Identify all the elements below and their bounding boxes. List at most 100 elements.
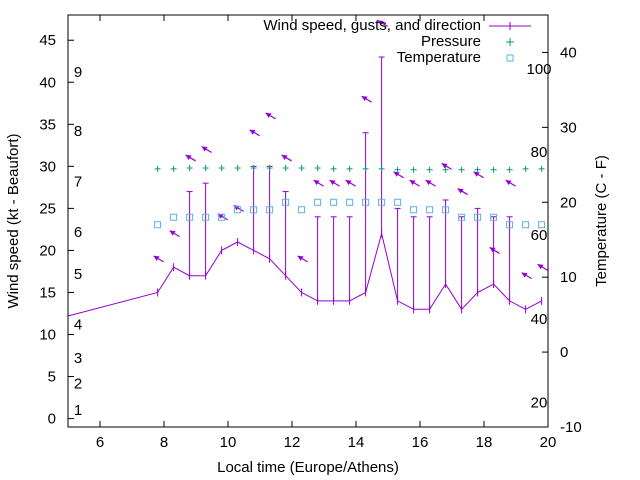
- temperature-point: [218, 213, 226, 221]
- temperature-point: [490, 213, 498, 221]
- y-tick-label: 40: [39, 74, 56, 91]
- wind-direction-arrow: [441, 162, 452, 170]
- y2-tick-label: 10: [560, 269, 577, 286]
- wind-direction-arrow: [329, 179, 340, 187]
- arrow-head: [473, 171, 480, 177]
- temperature-point: [186, 213, 194, 221]
- arrow-head: [505, 180, 512, 186]
- pressure-point: [490, 166, 497, 173]
- pressure-point: [250, 165, 257, 172]
- wind-direction-arrow: [345, 179, 356, 187]
- x-tick-label: 12: [284, 434, 301, 451]
- arrow-head: [377, 20, 384, 26]
- legend-temperature-swatch: [506, 54, 514, 62]
- wind-direction-arrow: [489, 246, 500, 254]
- pressure-point: [218, 165, 225, 172]
- wind-direction-arrow: [409, 179, 420, 187]
- temperature-point: [442, 206, 450, 214]
- wind-direction-arrow: [313, 179, 324, 187]
- arrow-head: [457, 188, 464, 194]
- temperature-point: [362, 198, 370, 206]
- y-tick-label: 30: [39, 158, 56, 175]
- temperature-point: [330, 198, 338, 206]
- wind-direction-arrow: [457, 188, 468, 196]
- x-tick-label: 16: [412, 434, 429, 451]
- beaufort-label: 5: [74, 266, 82, 283]
- gust-lines: [186, 56, 513, 310]
- arrow-head: [313, 180, 320, 186]
- wind-direction-arrow: [265, 112, 276, 120]
- legend-pressure-swatch: [506, 38, 514, 46]
- y2-tick-label: 30: [560, 119, 577, 136]
- wind-direction-arrow: [361, 95, 372, 103]
- arrow-head: [265, 112, 272, 118]
- temperature-point: [282, 198, 290, 206]
- pressure-point: [458, 166, 465, 173]
- arrow-head: [249, 129, 256, 135]
- pressure-point: [170, 165, 177, 172]
- pressure-point: [202, 165, 209, 172]
- temperature-point: [474, 213, 482, 221]
- arrow-head: [169, 230, 176, 236]
- wind-direction-arrows: [153, 19, 548, 280]
- fahrenheit-label: 100: [526, 61, 551, 78]
- wind-direction-arrow: [537, 263, 548, 271]
- wind-direction-arrow: [473, 171, 484, 179]
- pressure-point: [522, 165, 529, 172]
- x-tick-label: 8: [160, 434, 168, 451]
- wind-direction-arrow: [169, 230, 180, 238]
- y2-tick-label: -10: [560, 419, 582, 436]
- temperature-point: [154, 221, 162, 229]
- x-axis-ticks: 6 8 10 12 14 16 18 20: [96, 15, 557, 451]
- pressure-point: [314, 165, 321, 172]
- beaufort-label: 3: [74, 350, 82, 367]
- temperature-point: [458, 213, 466, 221]
- temperature-point: [250, 206, 258, 214]
- legend-temperature-label: Temperature: [397, 49, 481, 66]
- temperature-point: [234, 206, 242, 214]
- legend-wind-label: Wind speed, gusts, and direction: [263, 17, 481, 34]
- arrow-head: [489, 247, 496, 253]
- temperature-point: [394, 198, 402, 206]
- y-tick-label: 25: [39, 200, 56, 217]
- pressure-point: [154, 165, 161, 172]
- pressure-point: [186, 165, 193, 172]
- y-tick-label: 10: [39, 327, 56, 344]
- pressure-point: [426, 166, 433, 173]
- y-tick-label: 20: [39, 242, 56, 259]
- wind-direction-arrow: [297, 255, 308, 263]
- arrow-head: [425, 180, 432, 186]
- temperature-point: [538, 221, 546, 229]
- x-tick-label: 20: [540, 434, 557, 451]
- arrow-head: [409, 180, 416, 186]
- wind-direction-arrow: [425, 179, 436, 187]
- y-tick-label: 5: [48, 369, 56, 386]
- arrow-head: [153, 255, 160, 261]
- beaufort-label: 6: [74, 224, 82, 241]
- pressure-point: [346, 165, 353, 172]
- fahrenheit-label: 40: [531, 311, 548, 328]
- x-tick-label: 10: [220, 434, 237, 451]
- beaufort-label: 7: [74, 173, 82, 190]
- y2-axis-label: Temperature (C - F): [593, 155, 610, 287]
- temperature-point: [266, 206, 274, 214]
- beaufort-labels: 1 2 3 4 5 6 7 8 9: [74, 64, 82, 419]
- pressure-point: [506, 166, 513, 173]
- arrow-head: [537, 264, 544, 270]
- pressure-point: [378, 165, 385, 172]
- fahrenheit-labels: 20 40 60 80 100: [526, 61, 551, 411]
- beaufort-label: 9: [74, 64, 82, 81]
- legend-pressure-label: Pressure: [421, 33, 481, 50]
- y-tick-label: 45: [39, 32, 56, 49]
- arrow-head: [297, 255, 304, 261]
- temperature-series: [154, 198, 546, 229]
- y-tick-label: 35: [39, 116, 56, 133]
- wind-direction-arrow: [281, 154, 292, 162]
- pressure-point: [330, 165, 337, 172]
- wind-direction-arrow: [393, 171, 404, 179]
- arrow-head: [185, 154, 192, 160]
- temperature-point: [346, 198, 354, 206]
- wind-direction-arrow: [249, 129, 260, 137]
- temperature-point: [522, 221, 530, 229]
